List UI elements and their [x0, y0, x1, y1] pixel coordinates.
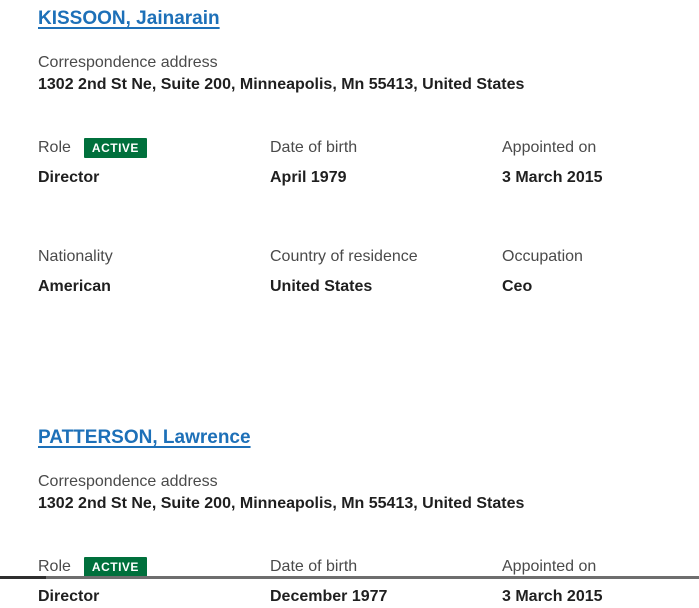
field-value: United States	[270, 278, 373, 295]
field-appointed-on: Appointed on 3 March 2015	[502, 556, 669, 608]
field-label: Date of birth	[270, 139, 358, 156]
officer-details-row: Role ACTIVE Director Date of birth April…	[38, 137, 669, 189]
officer-name-heading: KISSOON, Jainarain	[38, 6, 669, 32]
officer-card: KISSOON, Jainarain Correspondence addres…	[38, 6, 669, 298]
field-value: Ceo	[502, 278, 533, 295]
status-badge: ACTIVE	[83, 557, 147, 577]
field-value: December 1977	[270, 588, 388, 605]
field-role: Role ACTIVE Director	[38, 556, 270, 608]
correspondence-address-label: Correspondence address	[38, 473, 218, 490]
field-country-of-residence: Country of residence United States	[270, 246, 502, 298]
field-value: 3 March 2015	[502, 588, 603, 605]
field-role: Role ACTIVE Director	[38, 137, 270, 189]
correspondence-address-value: 1302 2nd St Ne, Suite 200, Minneapolis, …	[38, 76, 525, 93]
status-badge: ACTIVE	[83, 138, 147, 158]
field-label: Role	[38, 558, 71, 575]
officer-name-link[interactable]: KISSOON, Jainarain	[38, 8, 220, 29]
field-label: Role	[38, 139, 71, 156]
field-label: Country of residence	[270, 248, 418, 265]
field-label: Nationality	[38, 248, 113, 265]
officer-name-heading: PATTERSON, Lawrence	[38, 425, 669, 451]
correspondence-address-value: 1302 2nd St Ne, Suite 200, Minneapolis, …	[38, 495, 525, 512]
field-label: Date of birth	[270, 558, 358, 575]
field-nationality: Nationality American	[38, 246, 270, 298]
field-value: Director	[38, 588, 100, 605]
page-bottom-divider	[0, 576, 699, 579]
field-label: Appointed on	[502, 558, 597, 575]
correspondence-address-group: Correspondence address 1302 2nd St Ne, S…	[38, 471, 669, 515]
field-date-of-birth: Date of birth December 1977	[270, 556, 502, 608]
field-value: Director	[38, 169, 100, 186]
field-label: Occupation	[502, 248, 583, 265]
field-occupation: Occupation Ceo	[502, 246, 669, 298]
officer-name-link[interactable]: PATTERSON, Lawrence	[38, 427, 251, 448]
correspondence-address-label: Correspondence address	[38, 54, 218, 71]
field-value: April 1979	[270, 169, 347, 186]
correspondence-address-group: Correspondence address 1302 2nd St Ne, S…	[38, 52, 669, 96]
field-value: 3 March 2015	[502, 169, 603, 186]
officer-details-row: Role ACTIVE Director Date of birth Decem…	[38, 556, 669, 608]
field-label: Appointed on	[502, 139, 597, 156]
field-date-of-birth: Date of birth April 1979	[270, 137, 502, 189]
officer-details-row: Nationality American Country of residenc…	[38, 246, 669, 298]
field-value: American	[38, 278, 111, 295]
field-appointed-on: Appointed on 3 March 2015	[502, 137, 669, 189]
